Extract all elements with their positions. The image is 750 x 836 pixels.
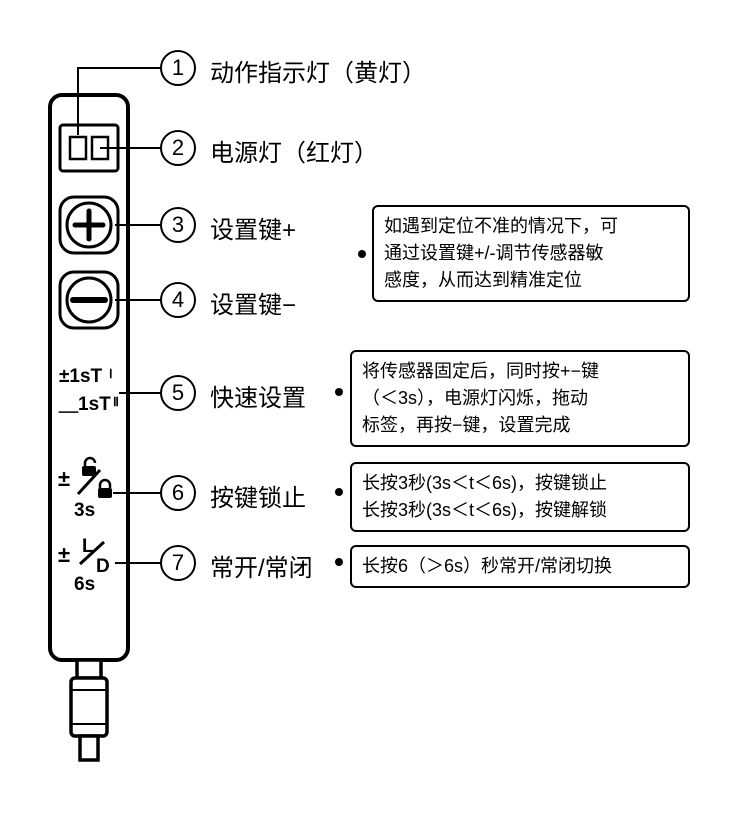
desc-box-34: 如遇到定位不准的情况下，可 通过设置键+/-调节传感器敏 感度，从而达到精准定位 [372, 205, 690, 302]
callout-number-1: 1 [160, 50, 196, 86]
label-2: 电源灯（红灯） [210, 133, 378, 168]
desc-box-5: 将传感器固定后，同时按+−键 （＜3s），电源灯闪烁，拖动 标签，再按−键，设置… [350, 350, 690, 447]
label-6: 按键锁止 [210, 478, 306, 513]
svg-text:Ⅱ: Ⅱ [113, 395, 119, 409]
callout-number-4: 4 [160, 282, 196, 318]
svg-text:D: D [96, 556, 110, 577]
desc-dot-5 [335, 388, 343, 396]
label-7: 常开/常闭 [210, 548, 313, 583]
svg-text:Ⅰ: Ⅰ [109, 367, 113, 381]
mark-t2: ＿1sT [58, 394, 111, 415]
desc-dot-34 [358, 250, 366, 258]
mark-ld-pm: ± [58, 542, 70, 567]
label-5: 快速设置 [210, 378, 306, 413]
mark-lock-pm: ± [58, 466, 70, 491]
label-3: 设置键+ [210, 210, 296, 245]
sensor-callout-diagram: ±1sT Ⅰ ＿1sT Ⅱ ± 3s ± L D 6s [0, 0, 750, 836]
callout-number-2: 2 [160, 130, 196, 166]
callout-number-7: 7 [160, 545, 196, 581]
desc-box-7: 长按6（＞6s）秒常开/常闭切换 [350, 545, 690, 588]
connector-neck [77, 660, 101, 678]
desc-dot-6 [335, 488, 343, 496]
callout-number-3: 3 [160, 207, 196, 243]
label-1: 动作指示灯（黄灯） [210, 53, 426, 88]
mark-ld-time: 6s [74, 574, 95, 595]
callout-number-5: 5 [160, 375, 196, 411]
connector-pin [80, 736, 98, 760]
desc-dot-7 [335, 558, 343, 566]
mark-lock-time: 3s [74, 500, 95, 521]
label-4: 设置键− [210, 285, 296, 320]
led-1 [70, 137, 86, 159]
mark-t1: ±1sT [59, 366, 103, 387]
desc-box-6: 长按3秒(3s＜t＜6s)，按键锁止 长按3秒(3s＜t＜6s)，按键解锁 [350, 462, 690, 532]
connector-body [71, 678, 107, 736]
callout-number-6: 6 [160, 475, 196, 511]
